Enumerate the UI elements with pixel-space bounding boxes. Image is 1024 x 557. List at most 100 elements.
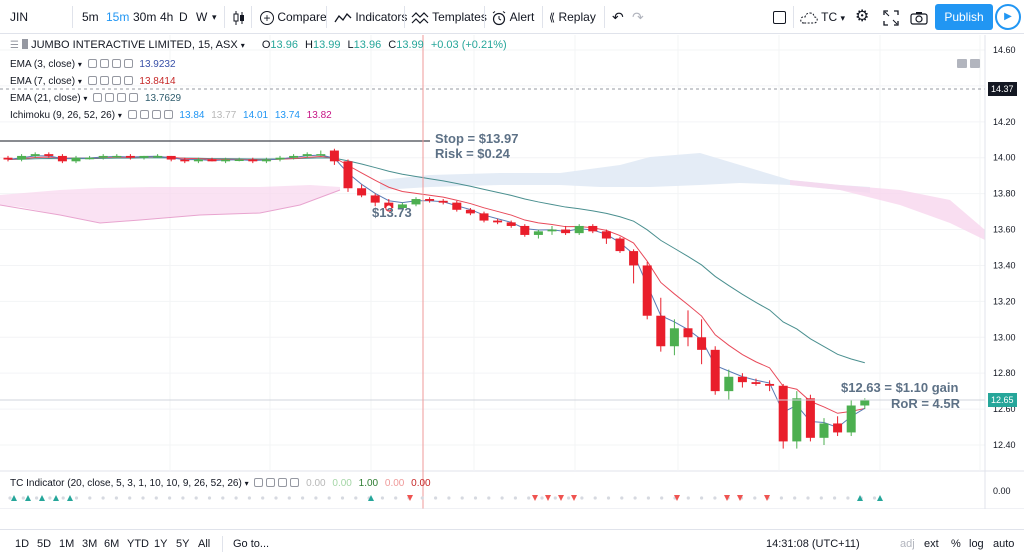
tc-dot — [274, 496, 278, 500]
more-icon[interactable] — [151, 110, 161, 119]
current-price-tag: 14.37 — [988, 82, 1017, 96]
price-axis: 14.6014.4014.2014.0013.8013.6013.4013.20… — [984, 35, 1016, 509]
range-1d[interactable]: 1D — [15, 538, 30, 550]
scale-down-icon[interactable] — [957, 59, 967, 68]
ext-toggle[interactable]: ext — [924, 538, 939, 550]
publish-button[interactable]: Publish — [935, 4, 993, 30]
symbol-search[interactable]: JIN — [10, 10, 28, 24]
tc-up-arrow — [11, 495, 17, 501]
settings-icon[interactable] — [139, 110, 149, 119]
candle-body — [166, 155, 176, 160]
gear-icon[interactable]: ⚙ — [855, 8, 870, 25]
scale-lock-icon[interactable] — [970, 59, 980, 68]
chevron-down-icon[interactable]: ▾ — [212, 12, 217, 22]
risk-annotation: Risk = $0.24 — [435, 146, 510, 161]
redo-icon[interactable]: ↷ — [632, 9, 644, 25]
collapse-icon: ☰ — [10, 40, 19, 51]
goto-button[interactable]: Go to... — [233, 538, 270, 550]
more-icon[interactable] — [117, 93, 127, 102]
settings-icon[interactable] — [99, 76, 109, 85]
clock[interactable]: 14:31:08 (UTC+11) — [766, 538, 860, 550]
eye-icon[interactable] — [254, 478, 264, 487]
eye-icon[interactable] — [87, 76, 97, 85]
close-icon[interactable] — [163, 110, 173, 119]
fullscreen-square-icon[interactable] — [773, 0, 786, 34]
camera-icon[interactable] — [910, 0, 928, 34]
close-icon[interactable] — [129, 93, 139, 102]
indicators-button[interactable]: Indicators — [334, 0, 407, 34]
candle-body — [71, 157, 81, 162]
interval-15m[interactable]: 15m — [106, 10, 130, 24]
chart-area[interactable]: 14.6014.4014.2014.0013.8013.6013.4013.20… — [0, 35, 1024, 509]
tc-dot — [247, 496, 251, 500]
range-1y[interactable]: 1Y — [154, 538, 168, 550]
tc-dot — [207, 496, 212, 500]
eye-icon[interactable] — [87, 59, 97, 68]
tc-dot — [35, 496, 39, 500]
tc-value-5: 0.00 — [411, 478, 431, 489]
price-chart[interactable]: 14.6014.4014.2014.0013.8013.6013.4013.20… — [0, 35, 1024, 509]
replay-button[interactable]: ⟪ Replay — [549, 0, 596, 34]
undo-icon[interactable]: ↶ — [612, 9, 624, 25]
play-icon[interactable]: ▶ — [995, 4, 1021, 30]
interval-w[interactable]: W — [196, 10, 208, 24]
legend-ema3[interactable]: EMA (3, close) ▾ 13.9232 — [10, 59, 176, 70]
settings-icon[interactable] — [99, 59, 109, 68]
range-3m[interactable]: 3M — [82, 538, 98, 550]
range-ytd[interactable]: YTD — [127, 538, 149, 550]
divider — [604, 6, 605, 28]
interval-4h[interactable]: 4h — [160, 10, 174, 24]
divider — [224, 6, 225, 28]
compare-button[interactable]: + Compare — [260, 0, 327, 34]
templates-button[interactable]: Templates — [411, 0, 487, 34]
range-1m[interactable]: 1M — [59, 538, 75, 550]
ema21-line — [7, 157, 865, 364]
auto-toggle[interactable]: auto — [993, 538, 1015, 550]
tc-indicator-panel — [8, 495, 883, 501]
expand-icon[interactable] — [883, 0, 899, 34]
eye-icon[interactable] — [93, 93, 103, 102]
settings-icon[interactable] — [105, 93, 115, 102]
layout-button[interactable]: TC ▾ — [800, 0, 845, 34]
candle-body — [615, 238, 625, 252]
interval-30m[interactable]: 30m — [133, 10, 157, 24]
more-icon[interactable] — [278, 478, 288, 487]
tc-dot — [793, 496, 797, 500]
range-all[interactable]: All — [198, 538, 211, 550]
eye-icon[interactable] — [127, 110, 137, 119]
legend-ema7[interactable]: EMA (7, close) ▾ 13.8414 — [10, 76, 176, 87]
range-5d[interactable]: 5D — [37, 538, 52, 550]
tc-dot — [88, 496, 92, 500]
candle-body — [207, 159, 217, 162]
ohlc-change: +0.03 (+0.21%) — [430, 39, 507, 51]
candles-icon[interactable] — [232, 0, 246, 34]
legend-tc-indicator[interactable]: TC Indicator (20, close, 5, 3, 1, 10, 10… — [10, 478, 431, 489]
tc-down-arrow — [724, 495, 730, 501]
alert-button[interactable]: Alert — [491, 0, 534, 34]
close-icon[interactable] — [123, 76, 133, 85]
legend-ichimoku[interactable]: Ichimoku (9, 26, 52, 26) ▾ 13.84 13.77 1… — [10, 110, 332, 121]
close-icon[interactable] — [123, 59, 133, 68]
bottom-bar: 1D 5D 1M 3M 6M YTD 1Y 5Y All Go to... 14… — [0, 529, 1024, 557]
tc-dot — [753, 496, 757, 500]
log-toggle[interactable]: log — [969, 538, 984, 550]
percent-toggle[interactable]: % — [951, 538, 961, 550]
ichimoku-lead2: 13.82 — [306, 110, 332, 121]
close-icon[interactable] — [290, 478, 300, 487]
symbol-legend[interactable]: ☰ JUMBO INTERACTIVE LIMITED, 15, ASX ▾ O… — [10, 39, 507, 51]
range-5y[interactable]: 5Y — [176, 538, 190, 550]
range-6m[interactable]: 6M — [104, 538, 120, 550]
more-icon[interactable] — [111, 59, 121, 68]
ichimoku-conversion: 13.84 — [179, 110, 205, 121]
interval-d[interactable]: D — [179, 10, 188, 24]
settings-icon[interactable] — [266, 478, 276, 487]
legend-ema21[interactable]: EMA (21, close) ▾ 13.7629 — [10, 93, 181, 104]
tc-dot — [301, 496, 305, 500]
tc-value-2: 0.00 — [332, 478, 352, 489]
more-icon[interactable] — [111, 76, 121, 85]
chevron-down-icon: ▾ — [77, 77, 82, 86]
adj-toggle[interactable]: adj — [900, 538, 915, 550]
tc-down-arrow — [407, 495, 413, 501]
interval-5m[interactable]: 5m — [82, 10, 99, 24]
tc-dot — [700, 496, 704, 500]
